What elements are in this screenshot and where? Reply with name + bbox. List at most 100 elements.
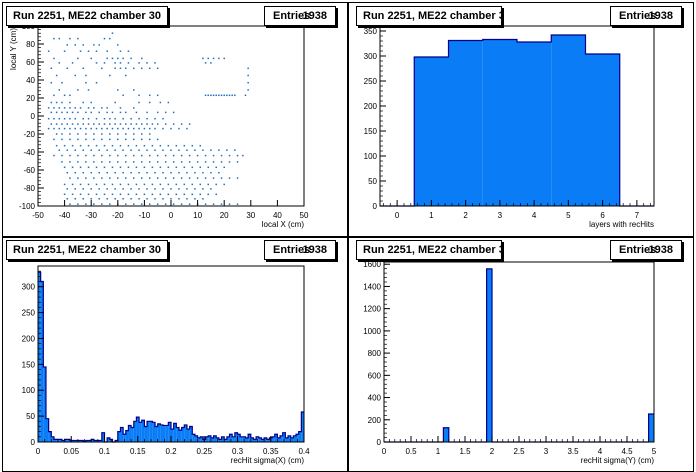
scatter-point — [79, 107, 82, 109]
scatter-point — [125, 154, 127, 157]
entries-box: Entries 1938 — [610, 6, 682, 26]
scatter-point — [172, 154, 175, 157]
pad-layers-histogram: 0 1 2 3 4 5 6 7 0 50 100 150 200 250 300 350 layers with… — [348, 2, 694, 238]
scatter-point — [215, 94, 217, 97]
scatter-point — [55, 111, 58, 114]
histogram-bar — [234, 432, 238, 442]
histogram-bar — [486, 268, 492, 442]
scatter-point — [231, 94, 233, 97]
histogram-bar — [551, 35, 586, 206]
scatter-point — [146, 171, 148, 174]
histogram-bar — [184, 424, 187, 442]
scatter-point — [82, 188, 84, 190]
scatter-point — [82, 198, 84, 200]
histogram-bar — [45, 418, 49, 442]
y-tick-label: -80 — [23, 184, 35, 193]
y-tick-label: 150 — [22, 360, 36, 369]
x-tick-label: 4.5 — [621, 447, 633, 456]
scatter-point — [180, 161, 183, 163]
scatter-point — [130, 123, 132, 125]
scatter-point — [114, 198, 116, 200]
scatter-point — [106, 111, 108, 114]
histogram-bar — [210, 437, 214, 442]
scatter-point — [87, 117, 90, 120]
scatter-point — [98, 44, 100, 46]
scatter-point — [156, 177, 159, 179]
histogram-bar — [224, 439, 227, 442]
histogram-bar — [443, 427, 449, 442]
scatter-point — [199, 166, 202, 169]
scatter-point — [85, 177, 87, 179]
scatter-point — [159, 101, 162, 104]
scatter-point — [87, 144, 90, 147]
scatter-point — [109, 133, 111, 135]
scatter-point — [159, 193, 162, 196]
scatter-point — [140, 67, 143, 70]
scatter-point — [130, 149, 132, 151]
scatter-point — [103, 123, 106, 125]
histogram-bar — [517, 42, 552, 206]
scatter-point — [167, 101, 170, 104]
scatter-point — [218, 94, 220, 97]
scatter-point — [207, 57, 209, 60]
scatter-point — [117, 44, 119, 46]
scatter-point — [106, 107, 108, 109]
scatter-point — [164, 203, 167, 205]
scatter-point — [164, 154, 167, 157]
scatter-point — [135, 193, 138, 196]
scatter-point — [47, 117, 50, 120]
scatter-point — [109, 74, 111, 77]
x-tick-label: 4 — [598, 447, 603, 456]
scatter-point — [109, 177, 111, 179]
scatter-point — [87, 183, 90, 186]
scatter-point — [101, 154, 103, 157]
scatter-point — [66, 171, 69, 174]
entries-value: 1938 — [302, 10, 327, 22]
scatter-point — [172, 203, 175, 205]
histogram-bar — [139, 422, 142, 442]
histogram-bar — [61, 440, 65, 442]
scatter-point — [69, 117, 71, 120]
scatter-point — [109, 138, 111, 141]
scatter-point — [207, 183, 209, 186]
scatter-point — [109, 117, 111, 120]
y-tick-label: 200 — [368, 416, 382, 425]
scatter-point — [117, 127, 119, 130]
histogram-bar — [648, 414, 654, 442]
x-tick-label: 5 — [652, 447, 657, 456]
scatter-point — [50, 123, 53, 125]
y-tick-label: 50 — [368, 177, 377, 186]
scatter-point — [148, 177, 151, 179]
x-tick-label: 2 — [490, 447, 495, 456]
scatter-point — [90, 57, 92, 60]
scatter-point — [133, 138, 135, 141]
y-tick-label: 800 — [368, 349, 382, 358]
scatter-point — [125, 177, 127, 179]
histogram-bar — [85, 440, 89, 442]
scatter-point — [53, 57, 55, 60]
pad-border — [348, 236, 694, 472]
scatter-point — [151, 166, 154, 169]
scatter-point — [138, 127, 140, 130]
scatter-point — [148, 94, 151, 97]
scatter-point — [85, 74, 87, 77]
histogram-bar — [157, 423, 161, 442]
scatter-point — [220, 154, 223, 157]
scatter-point — [143, 127, 146, 130]
histogram-bar — [186, 429, 190, 442]
histogram-bar — [144, 426, 148, 442]
scatter-point — [167, 144, 170, 147]
scatter-point — [188, 161, 191, 163]
scatter-point — [170, 188, 172, 190]
scatter-point — [151, 144, 154, 147]
scatter-point — [202, 198, 204, 200]
scatter-point — [207, 94, 209, 97]
histogram-bar — [128, 425, 132, 442]
scatter-point — [106, 50, 108, 52]
scatter-point — [114, 62, 116, 64]
x-tick-label: 10 — [193, 211, 202, 220]
scatter-point — [117, 57, 119, 60]
histogram-bar — [285, 437, 289, 442]
scatter-point — [69, 133, 71, 135]
scatter-point — [71, 62, 74, 64]
